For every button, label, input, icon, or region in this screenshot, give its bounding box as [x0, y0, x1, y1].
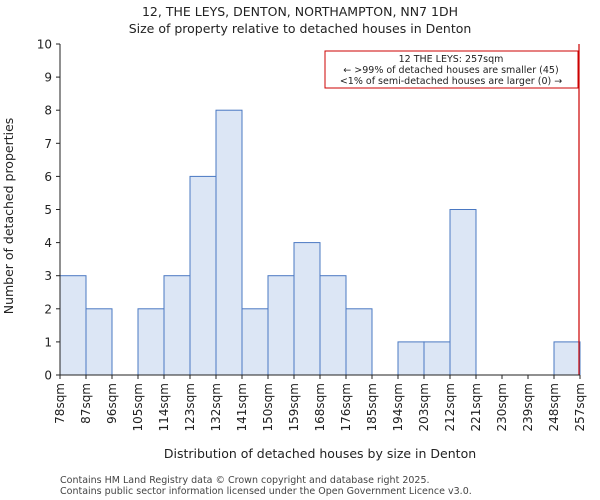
annotation-line-1: 12 THE LEYS: 257sqm	[399, 54, 504, 65]
bar-168sqm	[319, 275, 347, 376]
y-tick-label: 4	[44, 236, 52, 250]
y-tick-label: 5	[44, 203, 52, 217]
bar-194sqm	[397, 341, 425, 376]
y-tick-label: 0	[44, 369, 52, 383]
bar-212sqm	[449, 209, 477, 376]
bar-114sqm	[163, 275, 191, 376]
bar-141sqm	[241, 308, 269, 376]
x-tick-label: 176sqm	[339, 383, 353, 431]
y-tick-label: 10	[37, 38, 52, 52]
y-tick-label: 6	[44, 170, 52, 184]
x-tick-label: 168sqm	[313, 383, 327, 431]
bar-176sqm	[345, 308, 373, 376]
x-tick-labels: 78sqm 87sqm 96sqm 105sqm 114sqm 123sqm 132sqm 1…	[53, 375, 587, 431]
bar-87sqm	[85, 308, 113, 376]
y-tick-label: 9	[44, 71, 52, 85]
x-tick-label: 221sqm	[469, 383, 483, 431]
bar-203sqm	[423, 341, 451, 376]
x-axis-label: Distribution of detached houses by size …	[164, 446, 476, 461]
x-tick-label: 105sqm	[131, 383, 145, 431]
bar-159sqm	[293, 242, 321, 376]
annotation-line-2: ← >99% of detached houses are smaller (4…	[343, 65, 558, 76]
bar-150sqm	[267, 275, 295, 376]
chart-subtitle: Size of property relative to detached ho…	[129, 21, 472, 36]
bar-132sqm	[215, 109, 243, 376]
y-axis-label: Number of detached properties	[1, 118, 16, 315]
x-tick-label: 212sqm	[443, 383, 457, 431]
y-tick-label: 1	[44, 335, 52, 349]
x-tick-label: 132sqm	[209, 383, 223, 431]
x-tick-label: 230sqm	[495, 383, 509, 431]
bar-105sqm	[137, 308, 165, 376]
x-tick-label: 123sqm	[183, 383, 197, 431]
x-tick-label: 141sqm	[235, 383, 249, 431]
x-tick-label: 203sqm	[417, 383, 431, 431]
x-tick-label: 150sqm	[261, 383, 275, 431]
x-tick-label: 248sqm	[547, 383, 561, 431]
x-tick-label: 159sqm	[287, 383, 301, 431]
y-tick-label: 3	[44, 269, 52, 283]
axis-ticks: 0 1 2 3 4 5 6 7 8 9 10	[37, 38, 60, 383]
x-tick-label: 114sqm	[157, 383, 171, 431]
x-tick-label: 194sqm	[391, 383, 405, 431]
x-tick-label: 239sqm	[521, 383, 535, 431]
y-tick-label: 2	[44, 302, 52, 316]
y-tick-label: 7	[44, 137, 52, 151]
x-tick-label: 87sqm	[79, 383, 93, 424]
annotation-line-3: <1% of semi-detached houses are larger (…	[340, 76, 562, 87]
x-tick-label: 257sqm	[573, 383, 587, 431]
y-tick-label: 8	[44, 104, 52, 118]
x-tick-label: 96sqm	[105, 383, 119, 424]
bar-123sqm	[189, 175, 217, 376]
x-tick-label: 78sqm	[53, 383, 67, 424]
x-tick-label: 185sqm	[365, 383, 379, 431]
bar-248sqm	[553, 341, 581, 376]
annotation-box: 12 THE LEYS: 257sqm ← >99% of detached h…	[324, 50, 579, 89]
footer-line-1: Contains HM Land Registry data © Crown c…	[60, 475, 430, 486]
chart-title: 12, THE LEYS, DENTON, NORTHAMPTON, NN7 1…	[142, 4, 458, 19]
bars	[59, 109, 581, 376]
footer-line-2: Contains public sector information licen…	[60, 486, 472, 497]
bar-78sqm	[59, 275, 87, 376]
